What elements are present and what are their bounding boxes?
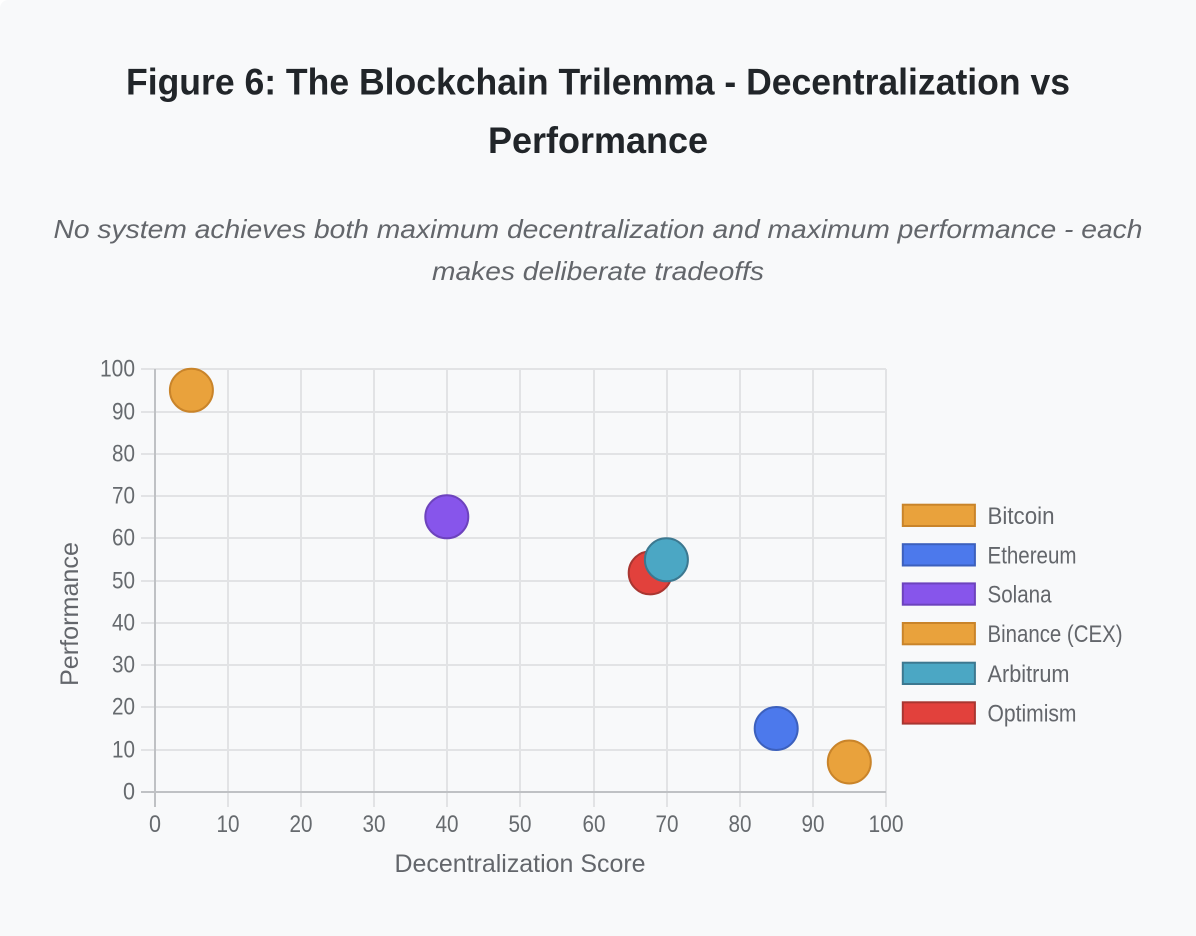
svg-text:20: 20 [112, 694, 135, 721]
svg-text:makes deliberate tradeoffs: makes deliberate tradeoffs [432, 256, 764, 286]
svg-text:0: 0 [149, 811, 161, 838]
svg-text:Performance: Performance [56, 542, 84, 686]
svg-text:Arbitrum: Arbitrum [988, 661, 1070, 688]
svg-text:0: 0 [123, 779, 135, 806]
svg-text:80: 80 [729, 811, 752, 838]
svg-text:50: 50 [509, 811, 532, 838]
svg-text:Ethereum: Ethereum [988, 542, 1077, 569]
svg-text:80: 80 [112, 441, 135, 468]
svg-text:70: 70 [112, 483, 135, 510]
svg-text:60: 60 [112, 525, 135, 552]
svg-text:10: 10 [112, 737, 135, 764]
svg-text:30: 30 [363, 811, 386, 838]
svg-text:Bitcoin: Bitcoin [988, 503, 1055, 530]
svg-text:100: 100 [869, 811, 904, 838]
svg-text:10: 10 [217, 811, 240, 838]
svg-text:100: 100 [100, 356, 135, 383]
svg-text:Solana: Solana [988, 582, 1053, 609]
svg-text:40: 40 [436, 811, 459, 838]
svg-text:50: 50 [112, 568, 135, 595]
svg-text:Binance (CEX): Binance (CEX) [988, 621, 1123, 648]
svg-text:90: 90 [802, 811, 825, 838]
svg-text:Performance: Performance [488, 120, 708, 161]
svg-text:Decentralization Score: Decentralization Score [395, 850, 646, 878]
svg-text:20: 20 [290, 811, 313, 838]
svg-text:30: 30 [112, 652, 135, 679]
svg-text:Figure 6: The Blockchain Trile: Figure 6: The Blockchain Trilemma - Dece… [126, 61, 1070, 102]
svg-text:70: 70 [656, 811, 679, 838]
svg-text:No system achieves both maximu: No system achieves both maximum decentra… [54, 214, 1143, 244]
svg-text:Optimism: Optimism [988, 700, 1077, 727]
svg-text:90: 90 [112, 399, 135, 426]
svg-text:40: 40 [112, 610, 135, 637]
svg-text:60: 60 [583, 811, 606, 838]
